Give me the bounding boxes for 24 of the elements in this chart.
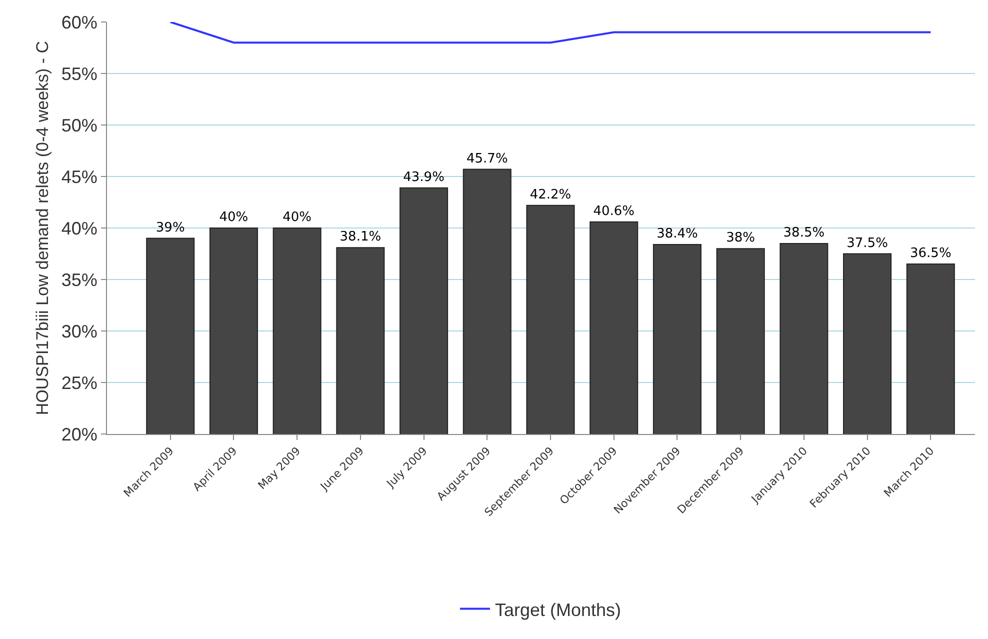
data-label: 45.7% — [466, 151, 508, 166]
y-tick-label: 35% — [61, 270, 98, 290]
y-tick-label: 45% — [61, 166, 98, 187]
y-tick-label: 25% — [61, 372, 98, 393]
data-label: 38.4% — [656, 226, 698, 242]
y-axis-title: HOUSPI17biii Low demand relets (0-4 weeks) - C — [32, 40, 52, 416]
data-label: 39% — [156, 220, 185, 236]
data-label: 40.6% — [593, 204, 635, 219]
y-tick-label: 30% — [61, 321, 98, 342]
y-tick-label: 40% — [61, 218, 98, 238]
data-label: 38.1% — [340, 230, 382, 245]
legend-label: Target (Months) — [495, 600, 622, 620]
data-label: 43.9% — [403, 170, 444, 185]
y-tick-label: 55% — [61, 64, 98, 84]
data-label: 42.2% — [530, 187, 572, 202]
data-label: 40% — [219, 210, 248, 225]
data-label: 38.5% — [783, 225, 825, 240]
data-label: 38% — [726, 230, 756, 246]
y-tick-label: 60% — [61, 12, 98, 32]
data-label: 36.5% — [910, 246, 952, 262]
y-tick-label: 50% — [61, 115, 98, 136]
data-label: 37.5% — [846, 236, 888, 251]
data-label: 40% — [282, 210, 312, 225]
y-tick-label: 20% — [61, 424, 98, 444]
